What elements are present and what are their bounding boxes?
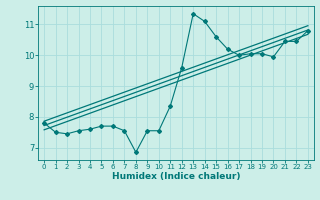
X-axis label: Humidex (Indice chaleur): Humidex (Indice chaleur) — [112, 172, 240, 181]
